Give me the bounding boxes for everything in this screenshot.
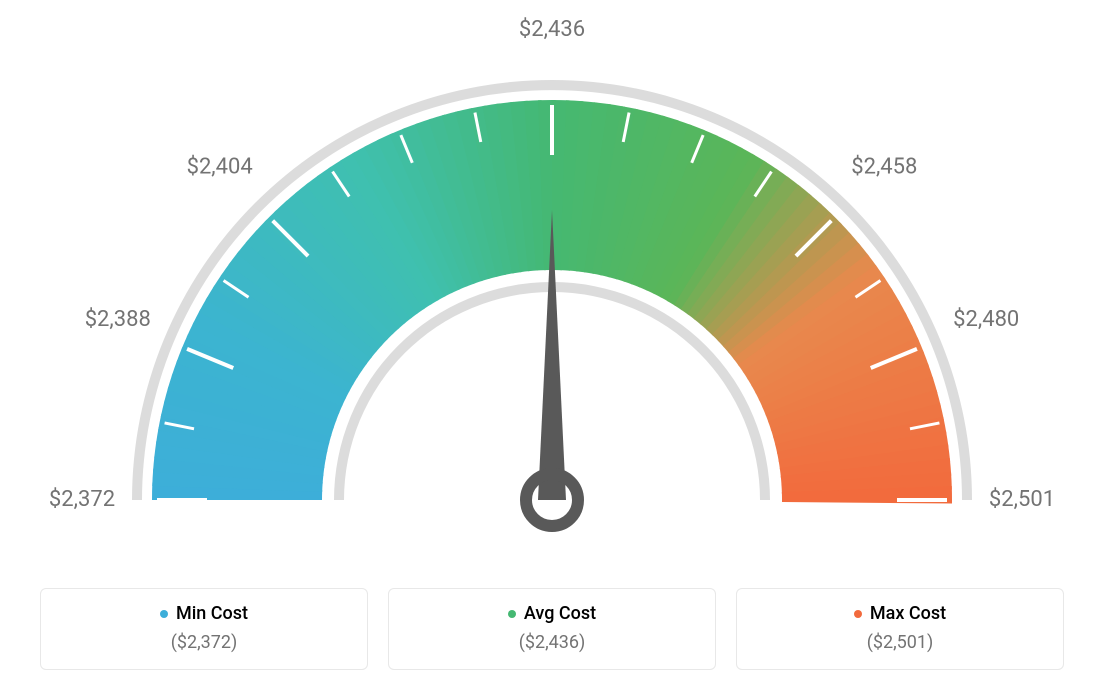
tick-label: $2,372 — [49, 487, 115, 512]
tick-label: $2,501 — [989, 487, 1055, 512]
gauge-svg: $2,372 $2,388 $2,404 $2,436 $2,458 $2,480 $2,5… — [0, 0, 1104, 570]
legend-avg-label-row: Avg Cost — [389, 603, 715, 624]
tick-label: $2,388 — [85, 307, 151, 332]
tick-label: $2,458 — [851, 154, 917, 179]
legend-avg-value: ($2,436) — [389, 632, 715, 653]
legend-max-label: Max Cost — [870, 603, 946, 624]
legend-max-value: ($2,501) — [737, 632, 1063, 653]
legend-avg-dot — [508, 610, 516, 618]
chart-container: $2,372 $2,388 $2,404 $2,436 $2,458 $2,480 $2,5… — [0, 0, 1104, 690]
legend-min-label-row: Min Cost — [41, 603, 367, 624]
legend-max-dot — [854, 610, 862, 618]
legend-min-dot — [160, 610, 168, 618]
legend-min-value: ($2,372) — [41, 632, 367, 653]
tick-label: $2,436 — [519, 17, 585, 42]
gauge-chart: $2,372 $2,388 $2,404 $2,436 $2,458 $2,480 $2,5… — [0, 0, 1104, 570]
legend-min-label: Min Cost — [176, 603, 248, 624]
legend-row: Min Cost ($2,372) Avg Cost ($2,436) Max … — [40, 588, 1064, 670]
legend-avg: Avg Cost ($2,436) — [388, 588, 716, 670]
tick-label: $2,480 — [953, 307, 1019, 332]
legend-max-label-row: Max Cost — [737, 603, 1063, 624]
legend-max: Max Cost ($2,501) — [736, 588, 1064, 670]
legend-min: Min Cost ($2,372) — [40, 588, 368, 670]
tick-label: $2,404 — [187, 154, 253, 179]
legend-avg-label: Avg Cost — [524, 603, 596, 624]
